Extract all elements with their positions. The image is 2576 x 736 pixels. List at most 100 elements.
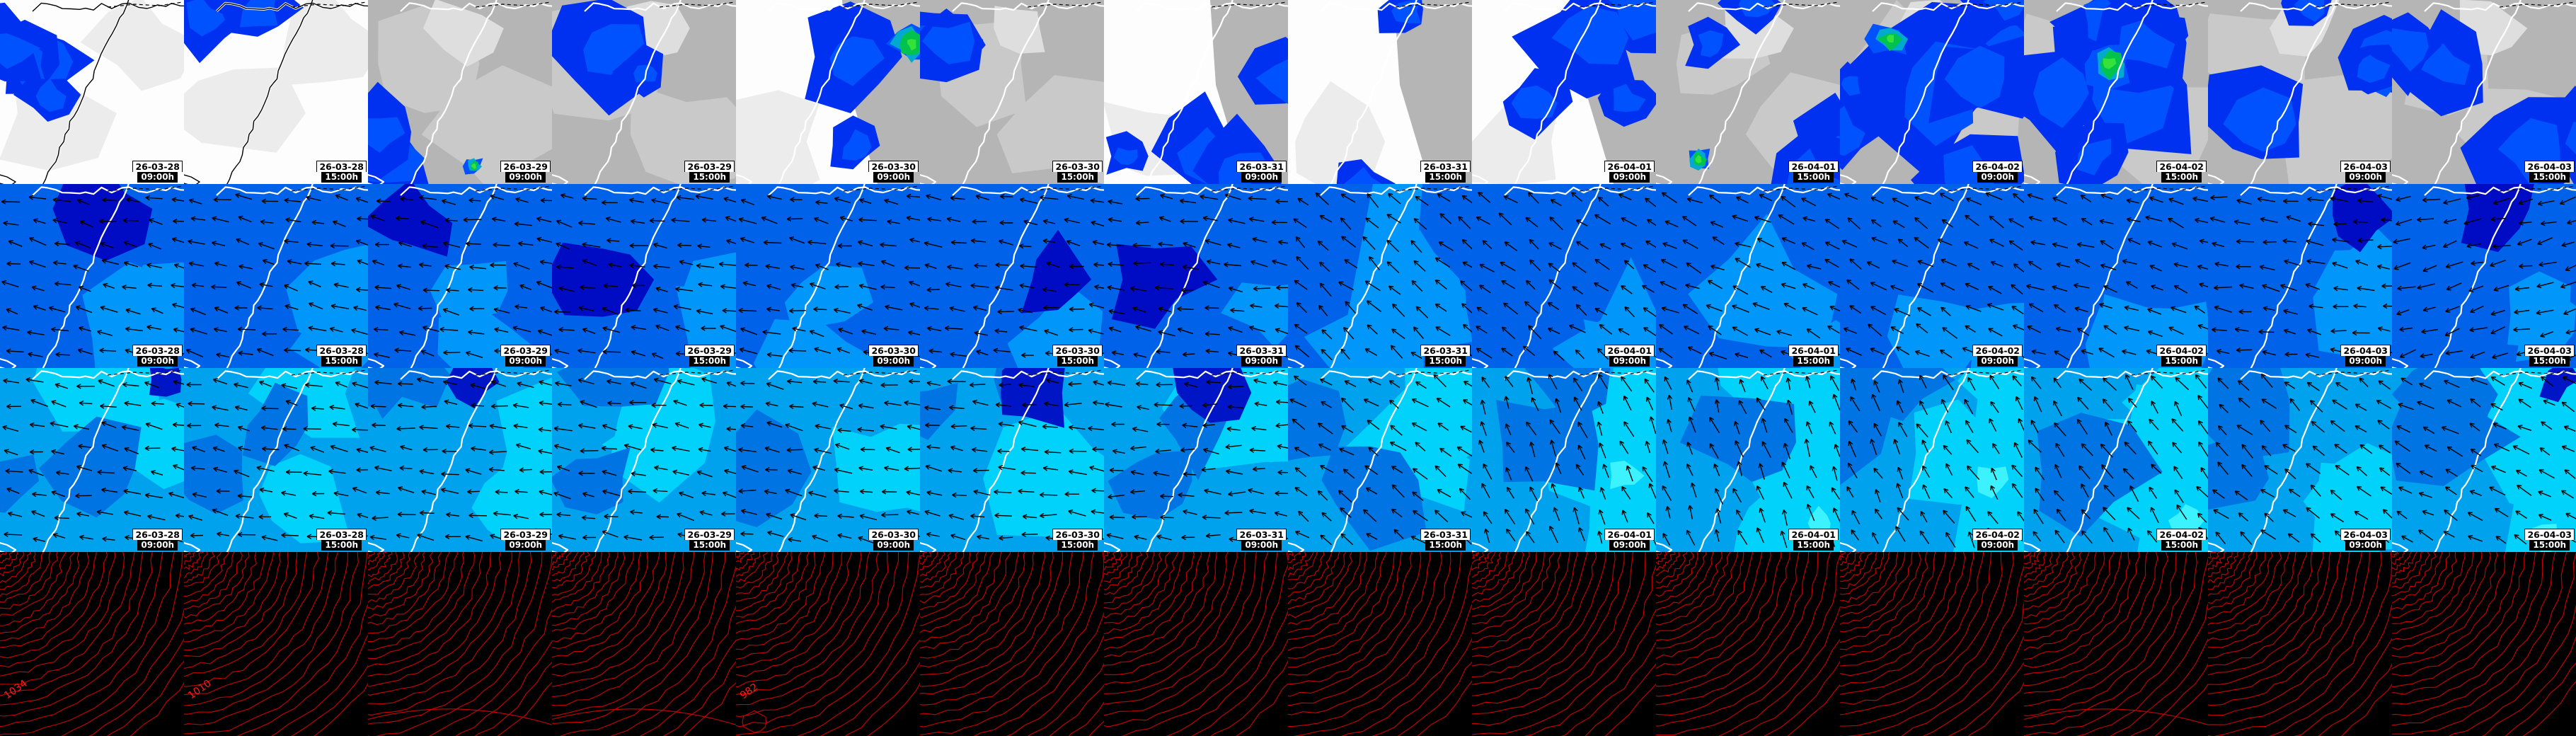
map-tile-r3-c3[interactable]: 26-03-29 09:00h bbox=[368, 368, 552, 552]
map-tile-r1-c8[interactable]: 26-03-31 15:00h bbox=[1288, 0, 1472, 184]
map-tile-r1-c7[interactable]: 26-03-31 09:00h bbox=[1104, 0, 1288, 184]
map-tile-r1-c9[interactable]: 26-04-01 09:00h bbox=[1472, 0, 1656, 184]
tile-timestamp: 26-03-28 09:00h bbox=[132, 161, 183, 183]
map-tile-r1-c14[interactable]: 26-04-03 15:00h bbox=[2392, 0, 2576, 184]
tile-timestamp: 26-03-29 15:00h bbox=[684, 529, 735, 551]
map-tile-r1-c3[interactable]: 26-03-29 09:00h bbox=[368, 0, 552, 184]
map-art bbox=[0, 0, 184, 184]
tile-time-stamp: 09:00h bbox=[1977, 356, 2018, 367]
tile-date-stamp: 26-04-02 bbox=[2156, 345, 2207, 356]
map-tile-r1-c13[interactable]: 26-04-03 09:00h bbox=[2208, 0, 2392, 184]
tile-time-stamp: 09:00h bbox=[1241, 172, 1282, 183]
map-tile-r1-c5[interactable]: 26-03-30 09:00h bbox=[736, 0, 920, 184]
map-art bbox=[552, 184, 736, 368]
map-art bbox=[184, 0, 368, 184]
map-tile-r2-c5[interactable]: 26-03-30 09:00h bbox=[736, 184, 920, 368]
map-tile-r1-c12[interactable]: 26-04-02 15:00h bbox=[2024, 0, 2208, 184]
map-tile-r3-c7[interactable]: 26-03-31 09:00h bbox=[1104, 368, 1288, 552]
map-tile-r4-c13[interactable] bbox=[2208, 552, 2392, 736]
tile-time-stamp: 09:00h bbox=[505, 172, 546, 183]
map-art bbox=[2208, 552, 2392, 736]
map-tile-r3-c5[interactable]: 26-03-30 09:00h bbox=[736, 368, 920, 552]
tile-time-stamp: 15:00h bbox=[2161, 540, 2202, 551]
map-tile-r2-c12[interactable]: 26-04-02 15:00h bbox=[2024, 184, 2208, 368]
tile-date-stamp: 26-04-03 bbox=[2340, 529, 2391, 540]
map-tile-r2-c7[interactable]: 26-03-31 09:00h bbox=[1104, 184, 1288, 368]
map-tile-r4-c11[interactable] bbox=[1840, 552, 2024, 736]
map-tile-r3-c6[interactable]: 26-03-30 15:00h bbox=[920, 368, 1104, 552]
tile-timestamp: 26-03-30 09:00h bbox=[868, 345, 919, 367]
map-tile-r4-c5[interactable]: 982 bbox=[736, 552, 920, 736]
tile-time-stamp: 15:00h bbox=[689, 172, 730, 183]
map-tile-r2-c2[interactable]: 26-03-28 15:00h bbox=[184, 184, 368, 368]
tile-date-stamp: 26-04-03 bbox=[2524, 345, 2575, 356]
map-tile-r4-c12[interactable] bbox=[2024, 552, 2208, 736]
tile-timestamp: 26-03-28 15:00h bbox=[316, 345, 367, 367]
map-tile-r4-c3[interactable] bbox=[368, 552, 552, 736]
tile-time-stamp: 15:00h bbox=[321, 356, 362, 367]
tile-timestamp: 26-04-01 09:00h bbox=[1604, 345, 1655, 367]
tile-date-stamp: 26-03-28 bbox=[316, 161, 367, 172]
map-art bbox=[920, 552, 1104, 736]
map-tile-r4-c14[interactable] bbox=[2392, 552, 2576, 736]
map-art bbox=[1472, 0, 1656, 184]
map-tile-r3-c1[interactable]: 26-03-28 09:00h bbox=[0, 368, 184, 552]
map-tile-r4-c7[interactable] bbox=[1104, 552, 1288, 736]
map-tile-r2-c4[interactable]: 26-03-29 15:00h bbox=[552, 184, 736, 368]
tile-date-stamp: 26-04-02 bbox=[1972, 345, 2023, 356]
tile-date-stamp: 26-04-01 bbox=[1604, 345, 1655, 356]
map-art bbox=[1104, 0, 1288, 184]
map-tile-r2-c11[interactable]: 26-04-02 09:00h bbox=[1840, 184, 2024, 368]
tile-time-stamp: 15:00h bbox=[689, 540, 730, 551]
map-tile-r4-c8[interactable] bbox=[1288, 552, 1472, 736]
tile-date-stamp: 26-04-01 bbox=[1788, 345, 1839, 356]
map-tile-r2-c1[interactable]: 26-03-28 09:00h bbox=[0, 184, 184, 368]
map-tile-r3-c9[interactable]: 26-04-01 09:00h bbox=[1472, 368, 1656, 552]
map-tile-r2-c8[interactable]: 26-03-31 15:00h bbox=[1288, 184, 1472, 368]
tile-timestamp: 26-03-30 09:00h bbox=[868, 529, 919, 551]
map-tile-r3-c10[interactable]: 26-04-01 15:00h bbox=[1656, 368, 1840, 552]
map-tile-r1-c6[interactable]: 26-03-30 15:00h bbox=[920, 0, 1104, 184]
map-tile-r3-c8[interactable]: 26-03-31 15:00h bbox=[1288, 368, 1472, 552]
map-art bbox=[2024, 368, 2208, 552]
tile-time-stamp: 09:00h bbox=[1609, 540, 1650, 551]
map-tile-r1-c10[interactable]: 26-04-01 15:00h bbox=[1656, 0, 1840, 184]
tile-time-stamp: 15:00h bbox=[1057, 540, 1098, 551]
map-tile-r4-c1[interactable]: 1034 bbox=[0, 552, 184, 736]
map-tile-r2-c6[interactable]: 26-03-30 15:00h bbox=[920, 184, 1104, 368]
map-tile-r4-c6[interactable] bbox=[920, 552, 1104, 736]
map-art bbox=[736, 368, 920, 552]
map-tile-r4-c10[interactable] bbox=[1656, 552, 1840, 736]
map-tile-r3-c12[interactable]: 26-04-02 15:00h bbox=[2024, 368, 2208, 552]
map-tile-r4-c4[interactable] bbox=[552, 552, 736, 736]
map-art bbox=[1656, 552, 1840, 736]
map-tile-r3-c13[interactable]: 26-04-03 09:00h bbox=[2208, 368, 2392, 552]
map-tile-r3-c11[interactable]: 26-04-02 09:00h bbox=[1840, 368, 2024, 552]
tile-time-stamp: 09:00h bbox=[505, 540, 546, 551]
map-tile-r4-c2[interactable]: 1010 bbox=[184, 552, 368, 736]
tile-time-stamp: 15:00h bbox=[1057, 172, 1098, 183]
map-tile-r1-c2[interactable]: 26-03-28 15:00h bbox=[184, 0, 368, 184]
map-tile-r1-c4[interactable]: 26-03-29 15:00h bbox=[552, 0, 736, 184]
map-tile-r2-c13[interactable]: 26-04-03 09:00h bbox=[2208, 184, 2392, 368]
map-art bbox=[1472, 184, 1656, 368]
map-tile-r3-c4[interactable]: 26-03-29 15:00h bbox=[552, 368, 736, 552]
map-tile-r2-c10[interactable]: 26-04-01 15:00h bbox=[1656, 184, 1840, 368]
map-tile-r3-c2[interactable]: 26-03-28 15:00h bbox=[184, 368, 368, 552]
map-tile-r1-c11[interactable]: 26-04-02 09:00h bbox=[1840, 0, 2024, 184]
map-tile-r1-c1[interactable]: 26-03-28 09:00h bbox=[0, 0, 184, 184]
map-art bbox=[1104, 552, 1288, 736]
tile-timestamp: 26-04-03 15:00h bbox=[2524, 161, 2575, 183]
map-tile-r2-c14[interactable]: 26-04-03 15:00h bbox=[2392, 184, 2576, 368]
tile-timestamp: 26-04-03 15:00h bbox=[2524, 529, 2575, 551]
tile-timestamp: 26-03-30 15:00h bbox=[1052, 161, 1103, 183]
map-tile-r2-c9[interactable]: 26-04-01 09:00h bbox=[1472, 184, 1656, 368]
map-tile-r4-c9[interactable] bbox=[1472, 552, 1656, 736]
map-art bbox=[1840, 368, 2024, 552]
tile-timestamp: 26-04-01 09:00h bbox=[1604, 161, 1655, 183]
map-tile-r2-c3[interactable]: 26-03-29 09:00h bbox=[368, 184, 552, 368]
tile-time-stamp: 15:00h bbox=[2529, 172, 2570, 183]
tile-timestamp: 26-04-02 15:00h bbox=[2156, 345, 2207, 367]
map-tile-r3-c14[interactable]: 26-04-03 15:00h bbox=[2392, 368, 2576, 552]
